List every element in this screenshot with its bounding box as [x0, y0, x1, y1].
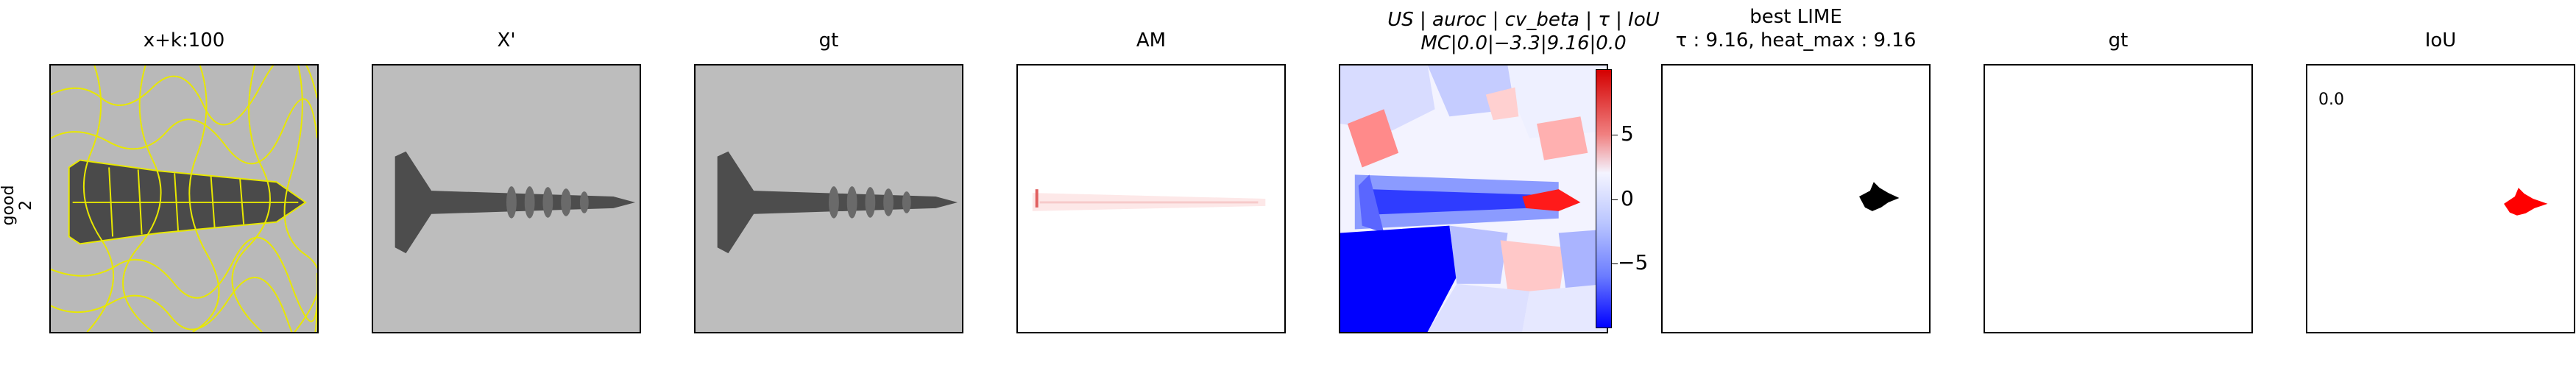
- superpixel-overlay-image: [49, 64, 319, 333]
- row-label-index: 2: [17, 200, 35, 210]
- colorbar-label-5: 5: [1621, 121, 1634, 146]
- colorbar-tick-minus5: [1612, 263, 1618, 264]
- title-panel-1: x+k:100: [143, 29, 225, 52]
- iou-value: 0.0: [2318, 91, 2344, 109]
- ground-truth-image: [694, 64, 963, 333]
- title-panel-5-line2: MC|0.0|−3.3|9.16|0.0: [1420, 32, 1627, 54]
- colorbar-label-0: 0: [1621, 186, 1634, 210]
- title-panel-8: IoU: [2424, 29, 2457, 52]
- row-label: good 2: [0, 161, 35, 250]
- title-panel-2: X': [497, 29, 516, 52]
- ground-truth-mask: [1984, 64, 2253, 333]
- lime-mask: [1661, 64, 1931, 333]
- colorbar-label-minus5: −5: [1618, 250, 1649, 275]
- title-panel-5-line1: US | auroc | cv_beta | τ | IoU: [1387, 9, 1660, 31]
- anomaly-map: [1016, 64, 1286, 333]
- reconstruction-image: [372, 64, 641, 333]
- title-panel-4: AM: [1136, 29, 1167, 52]
- title-panel-3: gt: [818, 29, 839, 52]
- title-panel-6-line1: best LIME: [1749, 6, 1842, 28]
- title-panel-7: gt: [2108, 29, 2129, 52]
- iou-mask: [2306, 64, 2575, 333]
- colorbar-tick-0: [1612, 199, 1618, 200]
- colorbar: [1596, 69, 1612, 328]
- us-heatmap: [1339, 64, 1608, 333]
- row-label-class: good: [0, 185, 18, 226]
- title-panel-6-line2: τ : 9.16, heat_max : 9.16: [1675, 29, 1917, 52]
